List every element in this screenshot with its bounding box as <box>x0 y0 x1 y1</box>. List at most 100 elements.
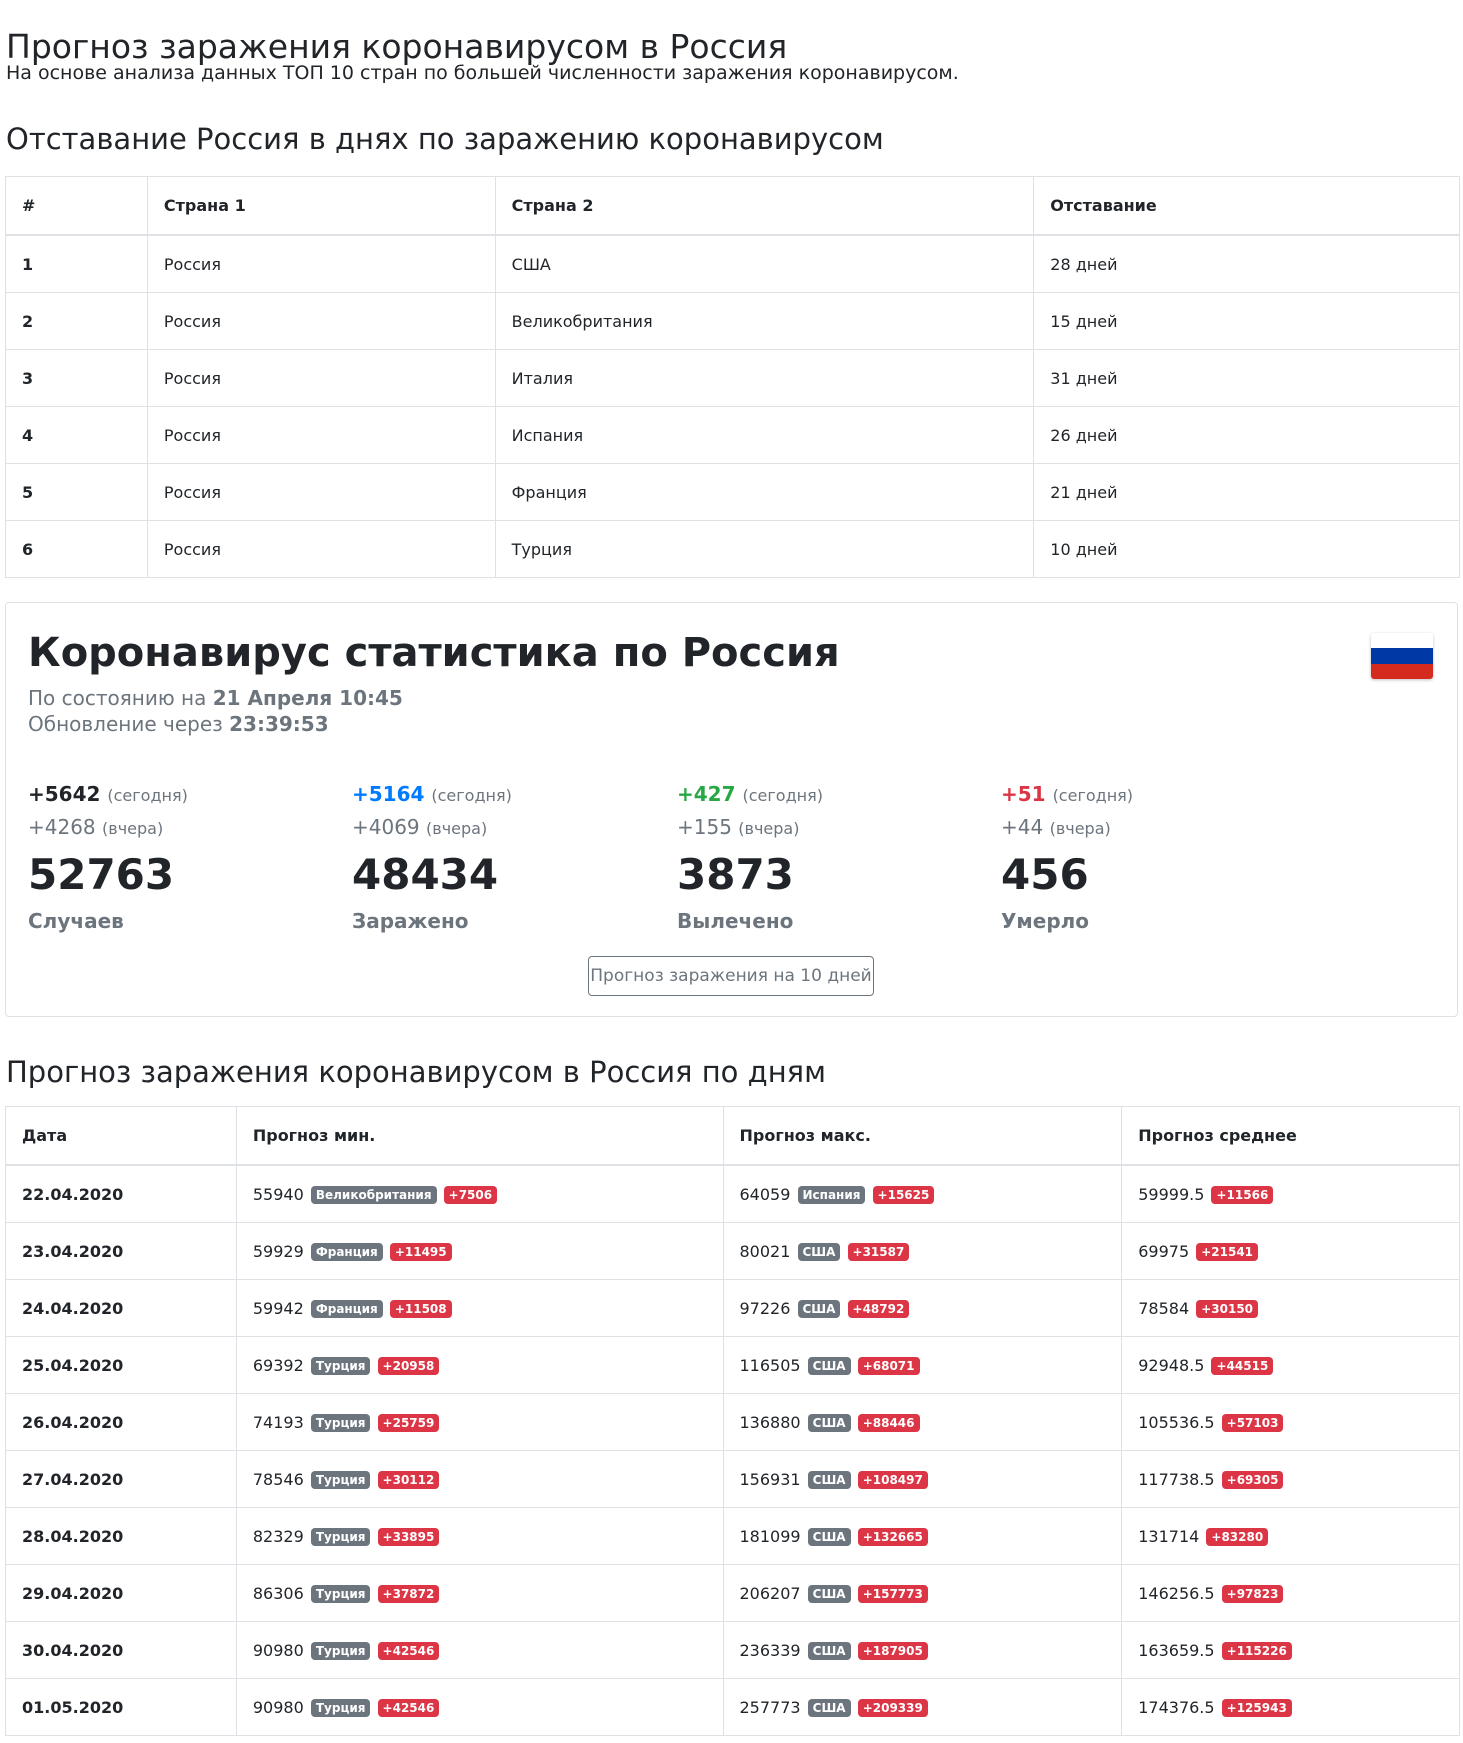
stat-yesterday-line: +155 (вчера) <box>677 811 1017 845</box>
lag-table: # Страна 1 Страна 2 Отставание 1 Россия СШ… <box>5 176 1460 578</box>
forecast-max-cell: 156931 США +108497 <box>722 1450 1123 1508</box>
forecast-min-cell: 55940 Великобритания +7506 <box>235 1164 724 1223</box>
row-index: 6 <box>5 520 148 578</box>
table-row: 30.04.2020 90980 Турция +42546 236339 США … <box>5 1621 1460 1679</box>
forecast-max-cell: 206207 США +157773 <box>722 1564 1123 1622</box>
stat-today-value: +5164 <box>352 782 425 806</box>
table-row: 24.04.2020 59942 Франция +11508 97226 США … <box>5 1279 1460 1337</box>
stat-today-word: (сегодня) <box>1052 786 1134 805</box>
table-row: 22.04.2020 55940 Великобритания +7506 6405… <box>5 1164 1460 1223</box>
as-of-label: По состоянию на <box>28 686 207 710</box>
country-2: Испания <box>494 406 1035 464</box>
forecast-avg-cell: 131714 +83280 <box>1121 1507 1460 1565</box>
delta-badge: +37872 <box>377 1584 440 1603</box>
forecast-min-value: 59929 <box>252 1241 304 1261</box>
country-badge: США <box>807 1470 851 1489</box>
forecast-col-avg: Прогноз среднее <box>1121 1106 1460 1166</box>
forecast-max-cell: 236339 США +187905 <box>722 1621 1123 1679</box>
row-index: 5 <box>5 463 148 521</box>
country-badge: Испания <box>797 1185 866 1204</box>
country-2: Франция <box>494 463 1035 521</box>
country-badge: США <box>807 1356 851 1375</box>
forecast-col-max: Прогноз макс. <box>722 1106 1123 1166</box>
stat-label: Умерло <box>1001 909 1090 933</box>
update-line: Обновление через 23:39:53 <box>28 711 329 737</box>
page-title: Прогноз заражения коронавирусом в Россия <box>6 27 788 67</box>
delta-badge: +187905 <box>857 1641 928 1660</box>
table-row: 27.04.2020 78546 Турция +30112 156931 США … <box>5 1450 1460 1508</box>
forecast-min-value: 78546 <box>252 1469 304 1489</box>
stat-total: 3873 <box>677 850 794 899</box>
country-1: Россия <box>146 406 496 464</box>
country-1: Россия <box>146 520 496 578</box>
country-1: Россия <box>146 349 496 407</box>
country-badge: США <box>797 1299 841 1318</box>
delta-badge: +21541 <box>1196 1242 1259 1261</box>
country-1: Россия <box>146 292 496 350</box>
forecast-avg-cell: 163659.5 +115226 <box>1121 1621 1460 1679</box>
delta-badge: +7506 <box>443 1185 498 1204</box>
delta-badge: +33895 <box>377 1527 440 1546</box>
as-of-value: 21 Апреля 10:45 <box>212 686 403 710</box>
forecast-section-title: Прогноз заражения коронавирусом в Россия… <box>6 1055 826 1089</box>
stat-4: +51 (сегодня) +44 (вчера) 456 Умерло <box>1001 779 1341 936</box>
stat-today-line: +5642 (сегодня) <box>28 779 368 811</box>
delta-badge: +42546 <box>377 1698 440 1717</box>
stat-today-value: +51 <box>1001 782 1046 806</box>
stat-3: +427 (сегодня) +155 (вчера) 3873 Вылечено <box>677 779 1017 936</box>
delta-badge: +42546 <box>377 1641 440 1660</box>
country-2: Турция <box>494 520 1035 578</box>
table-row: 29.04.2020 86306 Турция +37872 206207 США … <box>5 1564 1460 1622</box>
country-badge: Турция <box>310 1584 371 1603</box>
forecast-date: 29.04.2020 <box>5 1564 237 1622</box>
forecast-avg-value: 92948.5 <box>1138 1355 1205 1375</box>
lag-days: 28 дней <box>1033 234 1460 293</box>
forecast-avg-cell: 92948.5 +44515 <box>1121 1336 1460 1394</box>
delta-badge: +97823 <box>1221 1584 1284 1603</box>
row-index: 3 <box>5 349 148 407</box>
forecast-avg-value: 174376.5 <box>1138 1697 1215 1717</box>
forecast-max-value: 136880 <box>739 1412 801 1432</box>
forecast-table-header-row: Дата Прогноз мин. Прогноз макс. Прогноз … <box>5 1106 1460 1166</box>
forecast-date: 23.04.2020 <box>5 1222 237 1280</box>
stat-yesterday-value: +4268 <box>28 815 96 839</box>
delta-badge: +31587 <box>847 1242 910 1261</box>
forecast-min-cell: 90980 Турция +42546 <box>235 1621 724 1679</box>
stat-total: 52763 <box>28 850 175 899</box>
stat-today-value: +427 <box>677 782 736 806</box>
stat-today-word: (сегодня) <box>742 786 823 805</box>
table-row: 2 Россия Великобритания 15 дней <box>5 292 1460 350</box>
delta-badge: +15625 <box>872 1185 935 1204</box>
row-index: 1 <box>5 234 148 293</box>
stat-yesterday-value: +155 <box>677 815 732 839</box>
country-badge: США <box>807 1698 851 1717</box>
forecast-avg-cell: 146256.5 +97823 <box>1121 1564 1460 1622</box>
forecast-avg-cell: 59999.5 +11566 <box>1121 1164 1460 1223</box>
country-badge: Турция <box>310 1470 371 1489</box>
delta-badge: +11508 <box>389 1299 452 1318</box>
lag-days: 10 дней <box>1033 520 1460 578</box>
forecast-date: 27.04.2020 <box>5 1450 237 1508</box>
forecast-avg-value: 69975 <box>1138 1241 1190 1261</box>
forecast-date: 22.04.2020 <box>5 1164 237 1223</box>
delta-badge: +25759 <box>377 1413 440 1432</box>
table-row: 28.04.2020 82329 Турция +33895 181099 США … <box>5 1507 1460 1565</box>
lag-section-title: Отставание Россия в днях по заражению ко… <box>6 122 884 156</box>
delta-badge: +108497 <box>857 1470 928 1489</box>
flag-stripe <box>1371 663 1433 679</box>
stats-title: Коронавирус статистика по Россия <box>28 630 840 676</box>
page-subtitle: На основе анализа данных ТОП 10 стран по… <box>6 62 959 84</box>
country-badge: Франция <box>310 1242 383 1261</box>
forecast-avg-cell: 78584 +30150 <box>1121 1279 1460 1337</box>
forecast-10-days-button[interactable]: Прогноз заражения на 10 дней <box>588 956 874 996</box>
forecast-min-value: 59942 <box>252 1298 304 1318</box>
delta-badge: +209339 <box>857 1698 928 1717</box>
stat-yesterday-value: +4069 <box>352 815 420 839</box>
stats-card: Коронавирус статистика по Россия По сост… <box>5 602 1458 1017</box>
stat-label: Заражено <box>352 909 469 933</box>
forecast-min-cell: 74193 Турция +25759 <box>235 1393 724 1451</box>
delta-badge: +68071 <box>857 1356 920 1375</box>
table-row: 6 Россия Турция 10 дней <box>5 520 1460 578</box>
lag-col-lag: Отставание <box>1033 176 1460 236</box>
stat-total: 48434 <box>352 850 499 899</box>
